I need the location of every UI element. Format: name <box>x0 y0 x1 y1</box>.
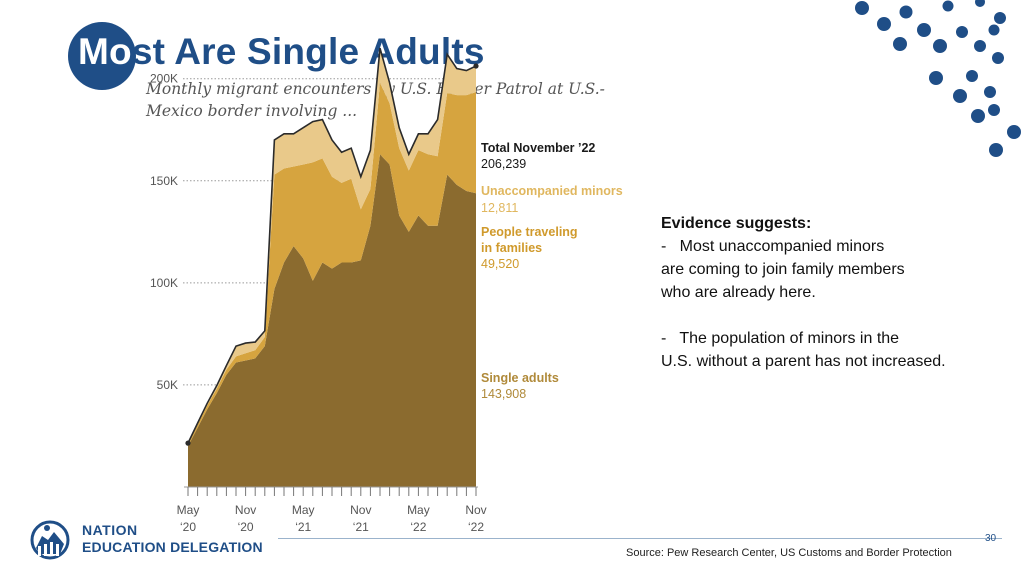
source-citation: Source: Pew Research Center, US Customs … <box>626 547 952 559</box>
decorative-dot-8 <box>988 24 1000 36</box>
x-tick-year-18: ‘21 <box>353 520 369 534</box>
x-tick-label-6: Nov <box>235 503 256 517</box>
total-start-point <box>185 440 191 446</box>
x-tick-year-24: ‘22 <box>410 520 426 534</box>
evidence-point1-line3: who are already here. <box>661 284 816 301</box>
decorative-dot-11 <box>974 40 986 52</box>
evidence-point2-line2: U.S. without a parent has not increased. <box>661 353 946 370</box>
decorative-dot-0 <box>855 1 869 15</box>
x-tick-year-12: ‘21 <box>295 520 311 534</box>
title-rest: st Are Single Adults <box>131 31 485 72</box>
annotation-families-value: 49,520 <box>481 257 519 271</box>
decorative-dot-6 <box>917 23 931 37</box>
decorative-dot-16 <box>953 89 967 103</box>
annotation-total-value: 206,239 <box>481 157 526 171</box>
annotation-single-label: Single adults <box>481 371 559 385</box>
x-tick-label-18: Nov <box>350 503 371 517</box>
decorative-dot-5 <box>877 17 891 31</box>
title-highlight: Mo <box>78 31 132 72</box>
title-text: Most Are Single Adults <box>78 31 485 73</box>
decorative-dot-2 <box>942 0 954 12</box>
decorative-dot-1 <box>899 5 913 19</box>
decorative-dot-14 <box>966 70 978 82</box>
decorative-dot-4 <box>994 12 1006 24</box>
decorative-dot-15 <box>984 86 996 98</box>
decorative-dot-13 <box>929 71 943 85</box>
decorative-dot-17 <box>988 104 1000 116</box>
evidence-panel: Evidence suggests: - Most unaccompanied … <box>661 212 1001 373</box>
page-number: 30 <box>985 533 997 544</box>
x-tick-label-12: May <box>292 503 315 517</box>
total-line <box>187 47 477 444</box>
area-people-traveling-in-families <box>188 82 476 447</box>
logo-line2: EDUCATION DELEGATION <box>82 539 263 555</box>
decorative-dot-19 <box>1007 125 1021 139</box>
logo-line1: NATION <box>82 522 138 538</box>
annotation-minors-value: 12,811 <box>481 201 518 215</box>
y-tick-label-150K: 150K <box>150 174 178 188</box>
decorative-dot-12 <box>992 52 1004 64</box>
annotation-families-label-1: People traveling <box>481 225 578 239</box>
annotation-total-label: Total November ’22 <box>481 141 595 155</box>
x-tick-year-0: ‘20 <box>180 520 196 534</box>
decorative-dot-3 <box>975 0 985 7</box>
decorative-dot-9 <box>893 37 907 51</box>
decorative-dot-7 <box>956 26 968 38</box>
evidence-heading: Evidence suggests: <box>661 215 812 232</box>
x-tick-label-30: Nov <box>465 503 486 517</box>
y-tick-label-50K: 50K <box>157 378 178 392</box>
evidence-point1-line2: are coming to join family members <box>661 261 905 278</box>
evidence-point1-line1: - Most unaccompanied minors <box>661 238 885 255</box>
x-tick-label-0: May <box>177 503 200 517</box>
area-single-adults <box>188 154 476 487</box>
y-tick-label-200K: 200K <box>150 72 178 86</box>
decorative-dot-20 <box>989 143 1003 157</box>
x-tick-year-30: ‘22 <box>468 520 484 534</box>
x-tick-label-24: May <box>407 503 430 517</box>
total-end-point <box>473 63 479 69</box>
y-tick-label-100K: 100K <box>150 276 178 290</box>
decorative-dot-pattern <box>855 0 1021 157</box>
annotation-single-value: 143,908 <box>481 387 526 401</box>
decorative-dot-18 <box>971 109 985 123</box>
footer-divider <box>278 538 1002 539</box>
evidence-point2-line1: - The population of minors in the <box>661 330 900 347</box>
area-unaccompanied-minors <box>188 48 476 445</box>
nation-education-delegation-logo-icon <box>30 520 70 560</box>
logo-wordmark: NATION EDUCATION DELEGATION <box>82 522 263 556</box>
annotation-families-label-2: in families <box>481 241 542 255</box>
annotation-minors-label: Unaccompanied minors <box>481 184 623 198</box>
decorative-dot-10 <box>933 39 947 53</box>
x-tick-year-6: ‘20 <box>238 520 254 534</box>
title-circle-decoration <box>68 22 136 90</box>
